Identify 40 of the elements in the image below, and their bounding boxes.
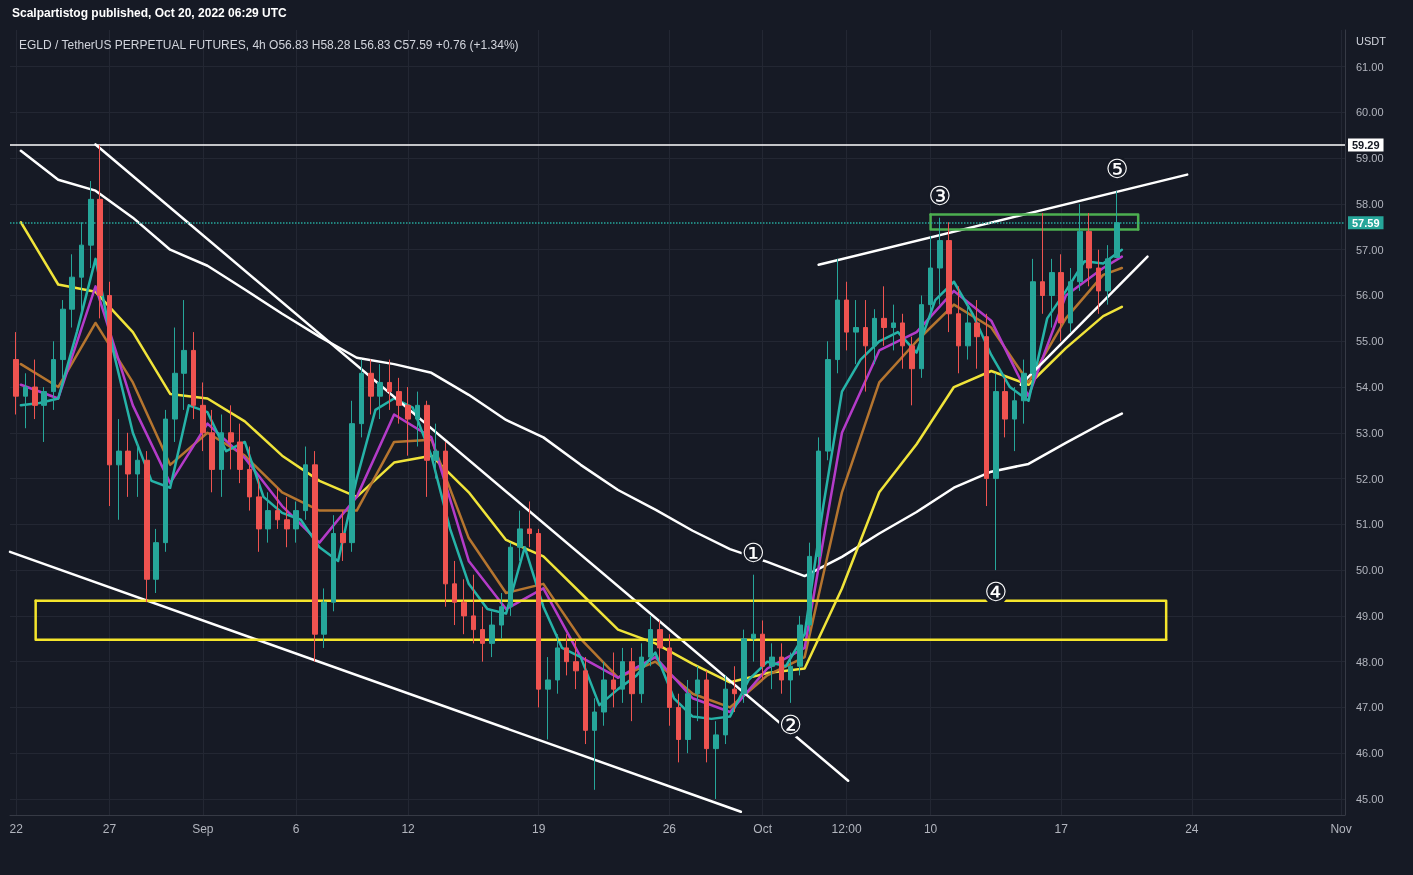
y-tick-label: 54.00: [1356, 381, 1384, 394]
annotation: ⑤: [1105, 154, 1129, 185]
annotation: ④: [984, 577, 1008, 608]
x-tick-label: 17: [1054, 822, 1069, 836]
x-tick-label: 12: [401, 822, 416, 836]
y-tick-label: 46.00: [1356, 747, 1384, 760]
y-tick-label: 60.00: [1356, 106, 1384, 119]
text: Scalpartistog published, Oct 20, 2022 06:29 UTC: [12, 6, 288, 20]
x-tick-label: Nov: [1330, 822, 1352, 836]
y-tick-label: 51.00: [1356, 518, 1384, 531]
x-tick-label: 6: [292, 822, 300, 836]
x-tick-label: 27: [102, 822, 117, 836]
y-axis-title: USDT: [1356, 34, 1387, 47]
annotation: ②: [778, 709, 803, 740]
y-tick-label: 47.00: [1356, 701, 1384, 714]
y-tick-label: 55.00: [1356, 335, 1384, 348]
y-tick-label: 49.00: [1356, 609, 1384, 622]
y-tick-label: 61.00: [1356, 60, 1384, 73]
y-tick-label: 53.00: [1356, 426, 1384, 439]
text: EGLD / TetherUS PERPETUAL FUTURES, 4h O56.83 H58.28 L56.83 C57.59 +0.76 (+1.34%): [19, 38, 519, 52]
annotation: ③: [928, 180, 952, 211]
y-tick-label: 59.00: [1356, 152, 1384, 165]
x-tick-label: 12:00: [831, 822, 862, 836]
x-tick-label: 24: [1185, 822, 1199, 836]
annotation: ①: [741, 537, 765, 568]
y-tick-label: 57.00: [1356, 243, 1384, 256]
x-tick-label: 22: [9, 822, 24, 836]
y-tick-label: 58.00: [1356, 197, 1384, 210]
ref-line-label: 59.29: [1352, 138, 1380, 151]
x-tick-label: 19: [532, 822, 546, 836]
y-tick-label: 52.00: [1356, 472, 1384, 485]
y-tick-label: 50.00: [1356, 564, 1384, 577]
ref-line-label: 57.59: [1352, 216, 1380, 229]
x-tick-label: Oct: [753, 822, 773, 836]
x-tick-label: 10: [923, 822, 938, 836]
y-tick-label: 45.00: [1356, 792, 1384, 805]
y-tick-label: 48.00: [1356, 655, 1384, 668]
y-tick-label: 56.00: [1356, 289, 1384, 302]
x-tick-label: Sep: [192, 822, 214, 836]
x-tick-label: 26: [662, 822, 677, 836]
